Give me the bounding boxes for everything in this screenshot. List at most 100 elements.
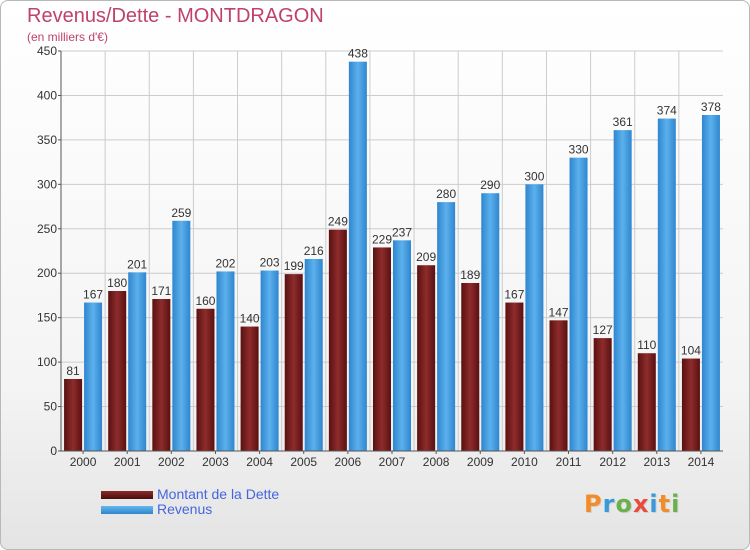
data-label-revenus: 378: [701, 100, 721, 114]
data-label-dette: 110: [637, 338, 656, 352]
bar-dette: [549, 320, 568, 451]
bar-dette: [196, 308, 215, 451]
bar-revenus: [393, 240, 411, 451]
x-tick-label: 2005: [290, 455, 317, 469]
x-tick-label: 2001: [114, 455, 141, 469]
data-label-revenus: 438: [348, 47, 368, 61]
y-tick-label: 0: [50, 444, 57, 458]
x-tick-label: 2014: [688, 455, 715, 469]
data-label-revenus: 330: [569, 143, 589, 157]
logo-letter: t: [658, 490, 672, 518]
bar-revenus: [84, 302, 103, 451]
data-label-revenus: 374: [657, 104, 677, 118]
x-tick-label: 2007: [379, 455, 406, 469]
data-label-dette: 229: [372, 232, 392, 246]
chart-title: Revenus/Dette - MONTDRAGON: [27, 5, 324, 27]
chart-subtitle: (en milliers d'€): [27, 30, 108, 44]
logo-letter: P: [584, 490, 603, 518]
data-label-dette: 199: [284, 259, 304, 273]
bar-dette: [64, 379, 83, 451]
bar-revenus: [525, 184, 544, 452]
y-tick-label: 350: [37, 133, 57, 147]
bar-revenus: [437, 202, 456, 451]
data-label-revenus: 259: [171, 206, 191, 220]
legend-swatch-dette: [101, 491, 153, 499]
logo-letter: x: [632, 490, 650, 518]
data-label-revenus: 237: [392, 225, 412, 239]
logo-letter: i: [649, 490, 659, 518]
data-label-dette: 127: [593, 323, 613, 337]
data-label-revenus: 202: [215, 256, 235, 270]
bar-revenus: [216, 271, 235, 451]
bar-dette: [461, 283, 480, 451]
logo-letter: i: [671, 490, 681, 518]
logo-letter: o: [615, 490, 633, 518]
data-label-dette: 147: [549, 305, 569, 319]
x-tick-label: 2002: [158, 455, 185, 469]
legend-label-dette: Montant de la Dette: [157, 486, 280, 502]
bar-revenus: [569, 157, 588, 451]
bar-revenus: [304, 259, 323, 451]
data-label-revenus: 201: [127, 257, 147, 271]
y-tick-label: 300: [37, 177, 57, 191]
bar-dette: [681, 358, 700, 451]
bar-dette: [593, 338, 612, 451]
y-tick-label: 200: [37, 266, 57, 280]
bar-revenus: [348, 61, 367, 452]
bar-revenus: [613, 130, 632, 451]
data-label-revenus: 216: [304, 244, 324, 258]
bar-dette: [152, 299, 171, 451]
x-tick-label: 2013: [643, 455, 670, 469]
bar-revenus: [128, 272, 147, 451]
x-tick-label: 2008: [423, 455, 450, 469]
data-label-dette: 104: [681, 344, 701, 358]
legend-swatch-revenus: [101, 506, 153, 514]
data-label-dette: 180: [107, 276, 127, 290]
x-tick-label: 2006: [335, 455, 362, 469]
data-label-dette: 160: [195, 294, 215, 308]
y-tick-label: 100: [37, 355, 57, 369]
data-label-revenus: 290: [480, 178, 500, 192]
bar-revenus: [481, 193, 500, 451]
logo-letter: r: [602, 490, 616, 518]
bar-dette: [284, 274, 303, 451]
bar-revenus: [701, 115, 720, 451]
data-label-dette: 167: [504, 288, 524, 302]
data-label-dette: 209: [416, 250, 436, 264]
bar-revenus: [260, 270, 279, 451]
legend-label-revenus: Revenus: [157, 501, 213, 517]
bar-dette: [417, 265, 436, 451]
data-label-revenus: 280: [436, 187, 456, 201]
proxiti-logo: Proxiti: [584, 490, 680, 518]
data-label-revenus: 361: [613, 115, 633, 129]
x-tick-label: 2000: [70, 455, 97, 469]
bar-dette: [240, 326, 259, 451]
x-tick-label: 2011: [556, 455, 582, 469]
y-tick-label: 400: [37, 88, 57, 102]
bar-dette: [108, 291, 127, 451]
data-label-revenus: 300: [524, 169, 544, 183]
x-tick-label: 2003: [202, 455, 229, 469]
data-label-revenus: 167: [83, 288, 103, 302]
data-label-dette: 171: [151, 284, 171, 298]
bar-dette: [373, 247, 391, 451]
data-label-dette: 249: [328, 215, 348, 229]
x-tick-label: 2009: [467, 455, 494, 469]
data-label-revenus: 203: [260, 256, 280, 270]
y-tick-label: 450: [37, 44, 57, 58]
bar-dette: [505, 302, 524, 451]
x-tick-label: 2012: [599, 455, 626, 469]
data-label-dette: 140: [240, 312, 260, 326]
x-tick-label: 2004: [246, 455, 273, 469]
y-tick-label: 250: [37, 222, 57, 236]
bar-dette: [328, 229, 347, 451]
data-label-dette: 189: [460, 268, 480, 282]
bar-dette: [637, 353, 656, 451]
bar-revenus: [657, 118, 676, 452]
bar-revenus: [172, 220, 191, 451]
y-tick-label: 150: [37, 311, 57, 325]
data-label-dette: 81: [66, 364, 80, 378]
y-tick-label: 50: [44, 400, 58, 414]
